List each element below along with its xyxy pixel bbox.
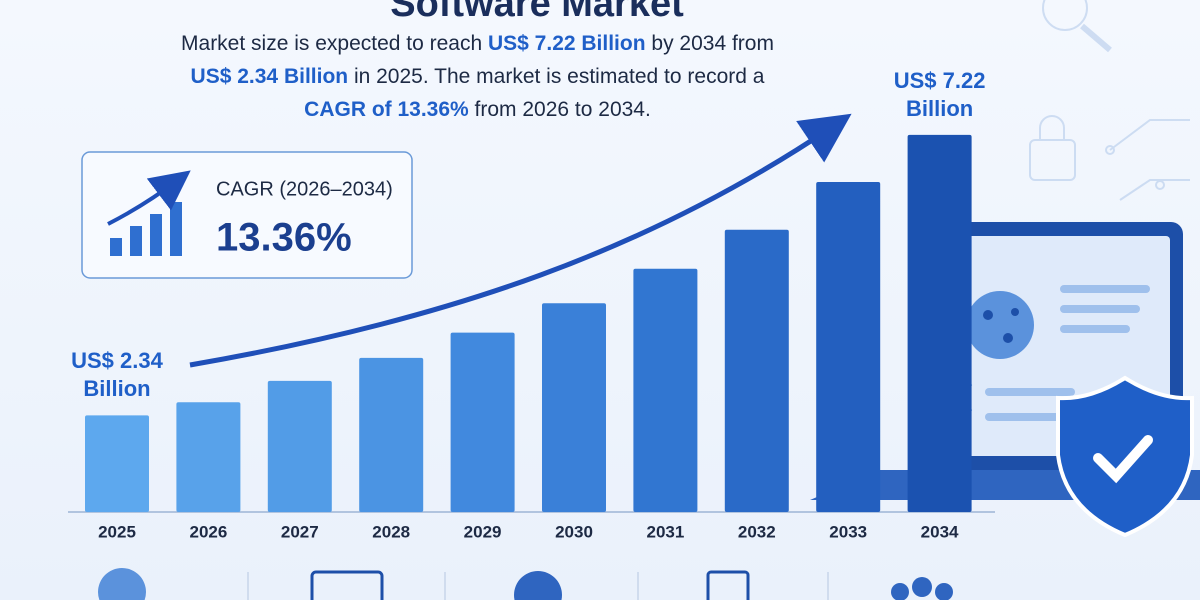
- bottom-icons: [98, 568, 953, 600]
- x-tick-label: 2027: [281, 522, 319, 541]
- bar: [267, 380, 332, 512]
- bar: [359, 357, 424, 512]
- bar: [724, 229, 789, 513]
- value-label: US$ 2.34 Billion: [71, 348, 163, 402]
- decorations: [1029, 0, 1190, 201]
- cagr-value: 13.36%: [216, 216, 352, 260]
- value-label: US$ 7.22 Billion: [893, 67, 986, 121]
- x-tick-label: 2025: [98, 522, 136, 541]
- text: from 2026 to 2034.: [468, 98, 651, 121]
- text: Market size is expected to reach: [181, 32, 488, 55]
- bar: [542, 303, 606, 512]
- bar: [450, 332, 515, 512]
- highlight: US$ 7.22 Billion: [488, 32, 646, 55]
- x-tick-label: 2034: [921, 522, 959, 541]
- cagr-box: CAGR (2026–2034) 13.36%: [81, 151, 413, 279]
- highlight: CAGR of 13.36%: [304, 98, 469, 121]
- x-tick-label: 2026: [189, 522, 227, 541]
- growth-arrow: [189, 113, 852, 368]
- bar: [85, 415, 149, 512]
- x-tick-label: 2030: [555, 522, 593, 541]
- bar: [633, 268, 698, 512]
- cagr-label: CAGR (2026–2034): [216, 178, 393, 200]
- x-tick-label: 2031: [646, 522, 684, 541]
- description-line: CAGR of 13.36% from 2026 to 2034.: [100, 98, 855, 122]
- highlight: US$ 2.34 Billion: [190, 65, 349, 88]
- text: by 2034 from: [645, 32, 774, 55]
- bar: [176, 402, 241, 512]
- x-tick-label: 2032: [738, 522, 776, 541]
- x-tick-label: 2028: [372, 522, 410, 541]
- chart-title: Software Market: [390, 0, 684, 25]
- description-line: US$ 2.34 Billion in 2025. The market is …: [100, 65, 855, 89]
- shield: [1056, 375, 1194, 538]
- text: in 2025. The market is estimated to reco…: [348, 65, 765, 88]
- x-tick-label: 2033: [829, 522, 867, 541]
- bar: [816, 181, 881, 512]
- bar: [907, 134, 972, 513]
- description-line: Market size is expected to reach US$ 7.2…: [100, 32, 855, 56]
- x-tick-label: 2029: [464, 522, 502, 541]
